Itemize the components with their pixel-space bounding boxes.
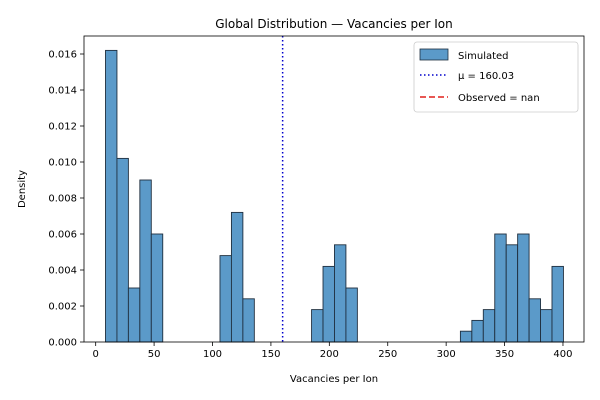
x-tick-label: 350 — [495, 349, 514, 360]
histogram-bar — [517, 233, 530, 343]
y-tick-label: 0.008 — [48, 194, 77, 205]
histogram-bar — [505, 244, 519, 343]
histogram-bar — [459, 330, 473, 343]
histogram-bar — [219, 255, 232, 343]
x-tick-label: 300 — [437, 349, 456, 360]
legend-label-observed: Observed = nan — [458, 93, 540, 104]
legend-swatch-simulated — [419, 48, 449, 61]
histogram-bar — [471, 319, 484, 343]
histogram-bar — [551, 265, 564, 343]
x-axis-title: Vacancies per Ion — [290, 374, 378, 385]
x-tick-label: 150 — [261, 349, 280, 360]
histogram-bar — [345, 287, 358, 343]
x-axis-ticks: 0 50 100 150 200 250 300 350 400 — [92, 342, 573, 360]
x-tick-label: 100 — [203, 349, 222, 360]
histogram-bar — [322, 265, 335, 343]
legend-label-mean: μ = 160.03 — [458, 71, 514, 82]
bars-group — [105, 49, 564, 343]
plot-frame — [83, 35, 585, 343]
x-tick-label: 200 — [320, 349, 339, 360]
histogram-bar — [230, 211, 244, 343]
x-tick-label: 250 — [378, 349, 397, 360]
histogram-bar — [139, 179, 152, 343]
y-tick-label: 0.012 — [48, 122, 77, 133]
histogram-bar — [528, 298, 541, 343]
chart-title: Global Distribution — Vacancies per Ion — [215, 17, 453, 31]
histogram-bar — [482, 309, 496, 343]
histogram-bar — [127, 287, 141, 343]
x-tick-label: 0 — [92, 349, 98, 360]
histogram-bar — [494, 233, 507, 343]
legend-box — [413, 41, 579, 113]
y-tick-label: 0.016 — [48, 50, 77, 61]
legend-label-simulated: Simulated — [458, 51, 509, 62]
y-tick-label: 0.010 — [48, 158, 77, 169]
histogram-bar — [150, 233, 164, 343]
histogram-bar — [105, 49, 118, 343]
y-tick-label: 0.000 — [48, 338, 77, 349]
y-axis-ticks: 0.000 0.002 0.004 0.006 0.008 0.010 0.012 0.014… — [48, 50, 84, 349]
histogram-bar — [116, 157, 129, 343]
histogram-bar — [242, 298, 255, 343]
y-tick-label: 0.002 — [48, 302, 77, 313]
y-tick-label: 0.004 — [48, 266, 77, 277]
legend: Simulated μ = 160.03 Observed = nan — [413, 41, 579, 113]
histogram-bar — [334, 244, 347, 343]
y-tick-label: 0.006 — [48, 230, 77, 241]
y-axis-title: Density — [17, 170, 28, 208]
x-tick-label: 50 — [148, 349, 161, 360]
histogram-bar — [311, 309, 324, 343]
y-tick-label: 0.014 — [48, 86, 77, 97]
histogram-bar — [540, 309, 553, 343]
x-tick-label: 400 — [553, 349, 572, 360]
